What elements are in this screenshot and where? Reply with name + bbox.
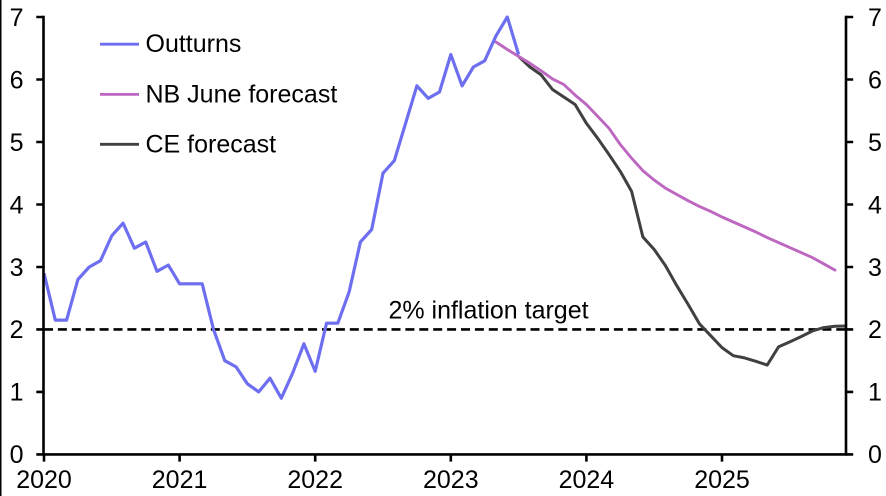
svg-text:6: 6 [10,66,24,94]
svg-text:2022: 2022 [287,466,343,494]
svg-text:6: 6 [868,66,882,94]
svg-text:NB June forecast: NB June forecast [146,80,338,108]
svg-text:2: 2 [868,316,882,344]
svg-text:2023: 2023 [423,466,479,494]
svg-text:2025: 2025 [694,466,750,494]
svg-text:7: 7 [10,4,24,32]
svg-text:1: 1 [868,379,882,407]
svg-text:4: 4 [10,191,24,219]
svg-text:3: 3 [10,254,24,282]
svg-text:5: 5 [10,129,24,157]
svg-text:Outturns: Outturns [146,30,242,58]
svg-text:0: 0 [868,441,882,469]
svg-text:0: 0 [10,441,24,469]
svg-text:2% inflation target: 2% inflation target [388,297,588,325]
svg-text:5: 5 [868,129,882,157]
svg-text:3: 3 [868,254,882,282]
svg-text:CE forecast: CE forecast [146,130,277,158]
svg-text:2: 2 [10,316,24,344]
svg-text:4: 4 [868,191,882,219]
svg-text:2021: 2021 [152,466,208,494]
svg-text:2020: 2020 [16,466,72,494]
svg-text:2024: 2024 [559,466,615,494]
svg-text:7: 7 [868,4,882,32]
svg-text:1: 1 [10,379,24,407]
